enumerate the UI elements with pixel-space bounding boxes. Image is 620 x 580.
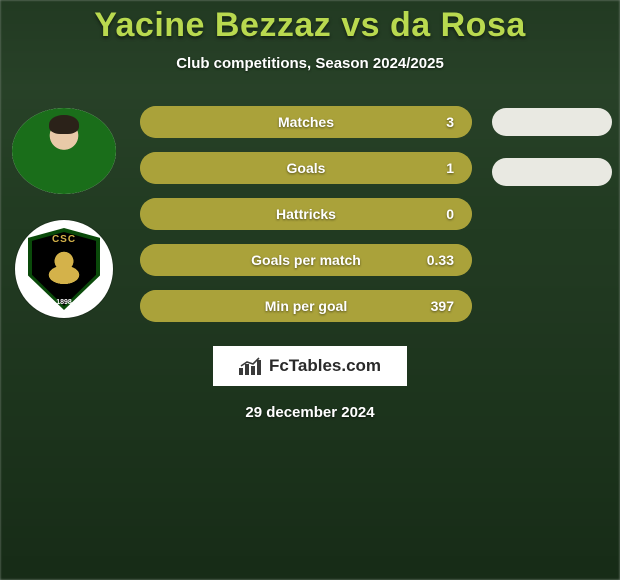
stat-bar: Hattricks0 — [140, 198, 472, 230]
stat-bar: Matches3 — [140, 106, 472, 138]
stat-bar-fill — [140, 290, 472, 322]
stat-bars: Matches3 Goals1 Hattricks0 Goals per match0… — [140, 106, 472, 322]
stat-bar: Goals1 — [140, 152, 472, 184]
avatar-portrait — [12, 108, 116, 194]
stat-bar: Goals per match0.33 — [140, 244, 472, 276]
comparison-pill — [492, 158, 612, 186]
player-avatar — [12, 108, 116, 194]
stat-bar-fill — [140, 152, 472, 184]
stat-bar-fill — [140, 244, 472, 276]
footer: FcTables.com 29 december 2024 — [213, 346, 407, 421]
badge-year: 1898 — [15, 299, 113, 306]
badge-abbr: CSC — [15, 234, 113, 245]
club-badge: CSC 1898 — [15, 220, 113, 318]
content-container: Yacine Bezzaz vs da Rosa Club competitio… — [0, 0, 620, 580]
brand-chart-icon — [239, 357, 261, 375]
stat-bar: Min per goal397 — [140, 290, 472, 322]
comparison-pill — [492, 108, 612, 136]
main-row: CSC 1898 Matches3 Goals1 Hattricks0 Goals p… — [0, 106, 620, 322]
generated-date: 29 december 2024 — [245, 404, 374, 421]
badge-eagle-icon — [43, 246, 85, 284]
stat-bar-fill — [140, 198, 472, 230]
left-column: CSC 1898 — [8, 106, 120, 318]
page-title: Yacine Bezzaz vs da Rosa — [94, 6, 526, 45]
right-column — [492, 106, 612, 186]
stat-bar-fill — [140, 106, 472, 138]
subtitle: Club competitions, Season 2024/2025 — [176, 55, 444, 72]
brand-label: FcTables.com — [269, 356, 381, 376]
brand-link[interactable]: FcTables.com — [213, 346, 407, 386]
